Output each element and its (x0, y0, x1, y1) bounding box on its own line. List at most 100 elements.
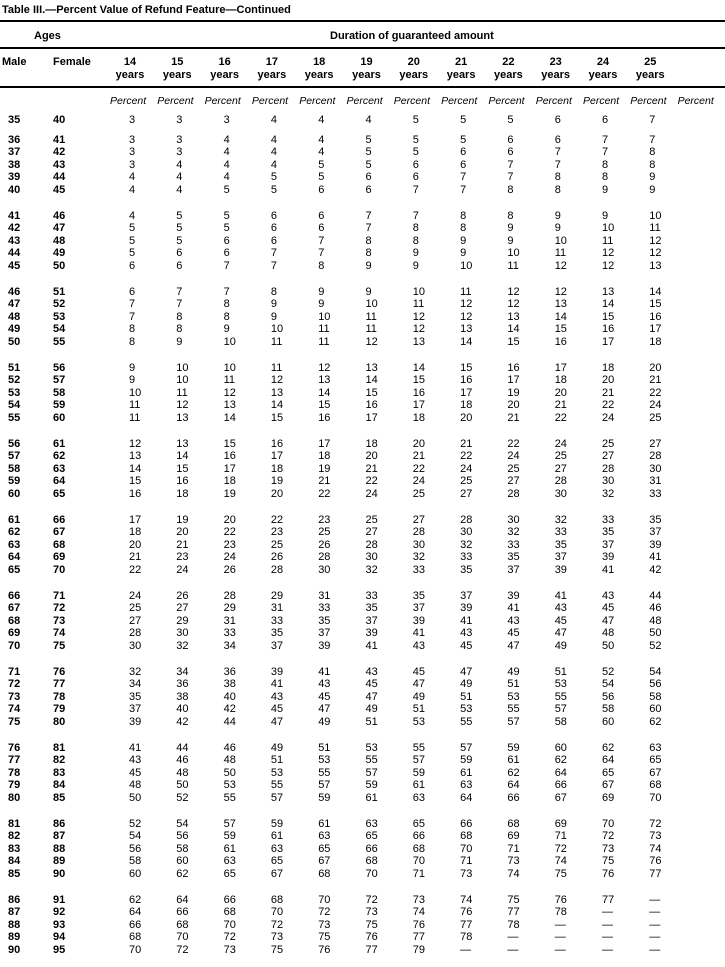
percent-value: 4 (129, 210, 136, 222)
percent-value: 54 (176, 818, 189, 830)
percent-value: — (602, 931, 613, 944)
female-age: 65 (53, 487, 66, 500)
percent-value: — (602, 943, 613, 956)
percent-value: 51 (270, 754, 284, 767)
percent-value: 66 (554, 779, 567, 792)
percent-value: 19 (270, 475, 284, 488)
percent-value: 25 (649, 411, 662, 424)
percent-value: 75 (602, 855, 615, 868)
percent-value: 75 (554, 867, 567, 880)
male-age: 78 (8, 766, 21, 779)
column-header-rule (0, 86, 725, 88)
female-age: 85 (53, 791, 66, 804)
percent-value: 12 (602, 247, 615, 260)
percent-value: 6 (318, 183, 325, 196)
percent-value: 24 (129, 590, 142, 602)
percent-value: 58 (602, 703, 615, 716)
percent-value: 6 (365, 171, 372, 184)
percent-value: 12 (554, 286, 567, 298)
male-age: 56 (8, 438, 21, 450)
percent-value: 18 (649, 335, 662, 348)
male-age: 47 (8, 298, 21, 311)
percent-value: 43 (129, 754, 142, 767)
male-age: 53 (8, 386, 21, 399)
percent-value: 24 (649, 399, 662, 412)
percent-value: 68 (460, 830, 473, 843)
female-age: 86 (53, 818, 66, 830)
male-age: 79 (8, 779, 21, 792)
percent-value: 13 (649, 259, 662, 272)
percent-value: 74 (554, 855, 567, 868)
percent-value: 10 (602, 222, 615, 235)
percent-value: 73 (649, 830, 662, 843)
column-header-unit: years (635, 69, 665, 81)
male-age: 45 (8, 259, 21, 272)
percent-value: 9 (412, 259, 419, 272)
percent-value: 69 (507, 830, 520, 843)
percent-value: 59 (507, 742, 520, 754)
percent-value: 9 (129, 362, 136, 374)
percent-value: 53 (365, 742, 378, 754)
percent-value: 76 (554, 894, 567, 906)
percent-value: 5 (365, 134, 372, 146)
percent-value: 65 (318, 842, 331, 855)
percent-value: 41 (365, 639, 378, 652)
percent-value: 17 (460, 386, 473, 399)
percent-value: 74 (649, 842, 662, 855)
percent-value: 3 (129, 158, 136, 171)
percent-value: — (602, 918, 613, 931)
percent-value: 22 (223, 526, 236, 539)
percent-value: 77 (365, 943, 378, 956)
percent-value: 57 (460, 742, 473, 754)
percent-value: 71 (412, 867, 426, 880)
percent-value: 10 (223, 362, 236, 374)
percent-value: 22 (270, 514, 284, 526)
female-age: 61 (53, 438, 66, 450)
percent-value: 54 (649, 666, 662, 678)
percent-value: 13 (602, 286, 615, 298)
percent-value: 5 (365, 158, 372, 171)
percent-value: 47 (270, 715, 284, 728)
percent-value: 9 (365, 286, 372, 298)
percent-value: 8 (270, 286, 278, 298)
percent-value: 6 (176, 259, 183, 272)
percent-value: 52 (602, 666, 615, 678)
percent-value: 60 (649, 703, 662, 716)
percent-value: 57 (507, 715, 520, 728)
percent-value: 53 (270, 766, 284, 779)
percent-value: 25 (507, 462, 520, 475)
percent-value: 61 (365, 791, 378, 804)
column-header-number: 20 (407, 56, 420, 68)
percent-value: 68 (649, 779, 662, 792)
percent-value: 25 (554, 450, 567, 463)
percent-value: 37 (412, 602, 426, 615)
percent-value: 68 (318, 867, 331, 880)
percent-value: 9 (365, 259, 372, 272)
percent-value: 15 (176, 462, 189, 475)
percent-value: 7 (554, 146, 561, 159)
percent-value: 16 (507, 362, 520, 374)
percent-value: 39 (554, 563, 567, 576)
unit-label: Percent (677, 95, 714, 107)
percent-value: 70 (270, 906, 284, 919)
male-age: 71 (8, 666, 21, 678)
percent-value: 34 (176, 666, 189, 678)
percent-value: 68 (507, 818, 520, 830)
male-age: 55 (8, 411, 21, 424)
percent-value: 7 (270, 259, 278, 272)
percent-value: 18 (365, 438, 378, 450)
percent-value: 10 (176, 362, 189, 374)
percent-value: 7 (602, 134, 609, 146)
percent-value: 64 (460, 791, 473, 804)
percent-value: — (649, 943, 661, 956)
percent-value: 67 (554, 791, 567, 804)
percent-value: 29 (223, 602, 236, 615)
percent-value: 68 (176, 918, 189, 931)
percent-value: 62 (507, 766, 520, 779)
percent-value: 19 (318, 462, 331, 475)
percent-value: 40 (223, 690, 236, 703)
percent-value: 9 (223, 323, 230, 336)
percent-value: 78 (507, 918, 520, 931)
percent-value: 68 (412, 842, 426, 855)
percent-value: 35 (365, 602, 378, 615)
